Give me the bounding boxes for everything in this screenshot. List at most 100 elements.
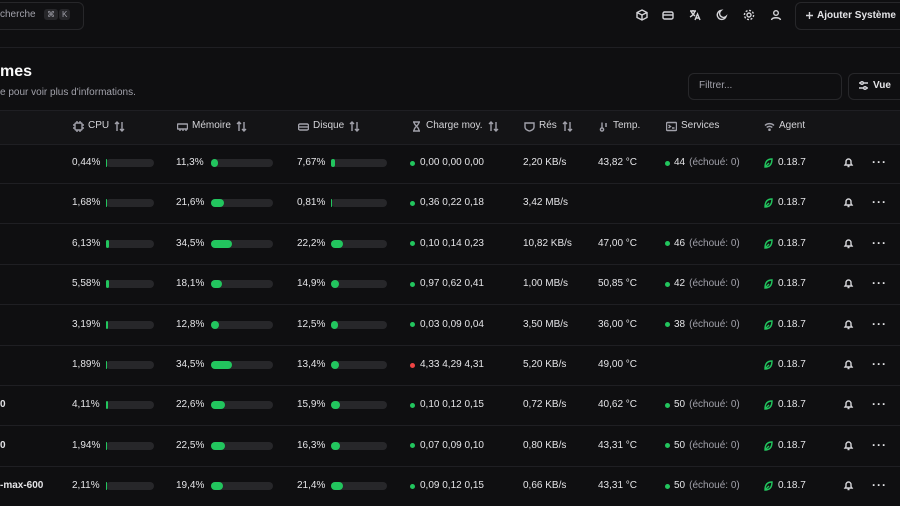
memory-bar	[211, 199, 225, 208]
cpu-bar	[106, 482, 107, 491]
services-failed: (échoué: 0)	[689, 439, 740, 451]
services-count: 46	[674, 237, 686, 249]
disk-value: 13,4%	[297, 359, 326, 370]
services-status	[665, 241, 670, 247]
cpu-value: 6,13%	[72, 237, 101, 249]
sort-icon	[562, 121, 573, 132]
column-header[interactable]: Temp.	[613, 120, 641, 131]
cpu-track	[106, 280, 154, 289]
services-failed: (échoué: 0)	[689, 318, 740, 330]
memory-track	[211, 441, 273, 450]
memory-value: 12,8%	[176, 318, 205, 330]
disk-track	[331, 280, 387, 289]
agent-icon	[764, 158, 773, 168]
cpu-bar	[106, 239, 109, 248]
cpu-track	[106, 199, 154, 208]
row-menu[interactable]: ···	[872, 235, 887, 250]
cpu-track	[106, 482, 154, 491]
cpu-value: 1,68%	[72, 197, 101, 209]
column-header[interactable]: Agent	[779, 120, 806, 131]
add-system-button[interactable]	[795, 2, 900, 30]
disk-track	[331, 199, 387, 208]
column-icon	[666, 121, 677, 132]
icon-settings[interactable]	[743, 9, 755, 21]
column-header[interactable]: Services	[681, 120, 720, 131]
services-status	[665, 483, 670, 489]
services-count: 38	[674, 318, 686, 330]
memory-track	[211, 199, 273, 208]
disk-bar	[331, 320, 338, 329]
memory-bar	[211, 482, 224, 491]
row-menu[interactable]: ···	[872, 316, 887, 331]
column-header[interactable]: Rés	[539, 120, 557, 131]
load-status	[410, 483, 415, 489]
bell-icon	[843, 279, 854, 289]
system-name: 0	[0, 399, 6, 411]
column-header[interactable]: Charge moy.	[426, 120, 483, 131]
memory-bar	[211, 401, 225, 410]
column-header[interactable]: CPU	[88, 120, 110, 131]
row-menu[interactable]: ···	[872, 357, 887, 371]
services-failed: (échoué: 0)	[689, 237, 740, 249]
filter-placeholder: Filtrer...	[699, 80, 733, 91]
filter-input[interactable]	[688, 73, 842, 100]
load-status	[410, 362, 415, 368]
icon-drive[interactable]	[662, 9, 674, 21]
memory-bar	[211, 159, 218, 167]
temperature: 43,31 °C	[598, 480, 638, 492]
cpu-track	[106, 401, 154, 410]
cpu-value: 0,44%	[72, 157, 101, 168]
agent-version: 0.18.7	[778, 439, 806, 451]
memory-bar	[211, 239, 233, 248]
row-menu[interactable]: ···	[872, 276, 887, 291]
temperature: 40,62 °C	[598, 399, 638, 411]
row-menu[interactable]: ···	[872, 437, 887, 452]
disk-bar	[331, 482, 343, 491]
network: 3,42 MB/s	[523, 197, 569, 209]
bell-icon	[843, 360, 854, 370]
load-average: 0,36 0,22 0,18	[420, 197, 484, 209]
memory-value: 19,4%	[176, 480, 205, 492]
icon-plus	[806, 12, 813, 19]
disk-track	[331, 361, 387, 369]
services-status	[665, 281, 670, 287]
network: 0,72 KB/s	[523, 399, 567, 411]
column-header[interactable]: Mémoire	[192, 120, 231, 131]
disk-value: 15,9%	[297, 399, 326, 411]
sort-icon	[114, 121, 125, 132]
load-average: 0,00 0,00 0,00	[420, 157, 484, 168]
view-button[interactable]	[848, 73, 900, 100]
memory-bar	[211, 320, 219, 329]
row-menu[interactable]: ···	[872, 155, 887, 169]
column-header[interactable]: Disque	[313, 120, 345, 131]
icon-language[interactable]	[689, 9, 701, 21]
view-label: Vue	[873, 80, 891, 91]
cpu-value: 1,94%	[72, 439, 101, 451]
cpu-track	[106, 441, 154, 450]
services-count: 50	[674, 439, 686, 451]
agent-icon	[764, 239, 773, 249]
load-status	[410, 200, 415, 206]
row-menu[interactable]: ···	[872, 195, 887, 210]
disk-value: 21,4%	[297, 480, 326, 492]
system-name: 0	[0, 439, 6, 451]
memory-value: 22,6%	[176, 399, 205, 411]
icon-user[interactable]	[770, 9, 782, 21]
row-divider	[0, 223, 900, 225]
disk-track	[331, 482, 387, 491]
icon-theme[interactable]	[716, 9, 728, 21]
icon-box[interactable]	[636, 9, 648, 21]
disk-track	[331, 401, 387, 410]
row-menu[interactable]: ···	[872, 397, 887, 412]
column-icon	[73, 121, 84, 132]
memory-track	[211, 482, 273, 491]
agent-version: 0.18.7	[778, 480, 806, 492]
load-status	[410, 281, 415, 287]
row-menu[interactable]: ···	[872, 478, 887, 493]
memory-value: 11,3%	[176, 157, 204, 168]
row-divider	[0, 465, 900, 467]
agent-version: 0.18.7	[778, 237, 806, 249]
icon-sliders	[859, 81, 868, 90]
memory-track	[211, 280, 273, 289]
disk-bar	[331, 441, 341, 450]
